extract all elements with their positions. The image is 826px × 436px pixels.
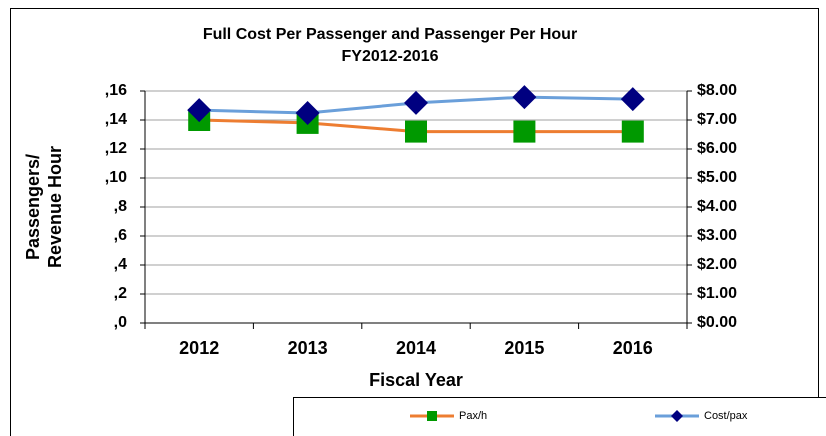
y-tick-label: ,10 — [105, 169, 127, 186]
legend-label: Cost/pax — [704, 410, 748, 422]
y-tick-label: ,14 — [105, 111, 127, 128]
y2-tick-label: $7.00 — [697, 111, 737, 128]
series-marker — [295, 101, 320, 126]
series-marker — [513, 120, 536, 143]
series-marker — [620, 87, 645, 112]
x-tick-label: 2012 — [179, 338, 219, 358]
y2-tick-label: $2.00 — [697, 256, 737, 273]
y-tick-label: ,6 — [114, 227, 127, 244]
legend-label: Pax/h — [459, 410, 487, 422]
y-axis-title-line: Revenue Hour — [45, 146, 65, 268]
chart-title: Full Cost Per Passenger and Passenger Pe… — [203, 26, 577, 43]
series-marker — [405, 120, 427, 143]
y2-tick-label: $5.00 — [697, 169, 737, 186]
y-tick-label: ,4 — [114, 256, 127, 273]
legend-marker — [671, 410, 683, 422]
y2-tick-label: $3.00 — [697, 227, 737, 244]
x-tick-label: 2014 — [396, 338, 436, 358]
x-tick-label: 2016 — [613, 338, 653, 358]
y2-tick-label: $4.00 — [697, 198, 737, 215]
y2-tick-label: $6.00 — [697, 140, 737, 157]
y-tick-label: ,16 — [105, 82, 127, 99]
y-axis-title-line: Passengers/ — [23, 154, 43, 260]
y-axis-title: Passengers/ Revenue Hour — [23, 146, 65, 268]
series-marker — [404, 90, 428, 115]
series-marker — [621, 120, 644, 143]
y-tick-label: ,2 — [114, 285, 127, 302]
y2-tick-label: $8.00 — [697, 82, 737, 99]
series-marker — [512, 85, 537, 110]
y-tick-label: ,0 — [114, 314, 127, 331]
legend-marker — [427, 411, 437, 421]
x-tick-label: 2013 — [288, 338, 328, 358]
y-tick-label: ,12 — [105, 140, 127, 157]
chart-subtitle: FY2012-2016 — [342, 48, 439, 65]
y2-tick-label: $0.00 — [697, 314, 737, 331]
legend — [293, 397, 826, 436]
x-tick-label: 2015 — [504, 338, 544, 358]
y2-tick-label: $1.00 — [697, 285, 737, 302]
x-axis-title: Fiscal Year — [369, 370, 463, 390]
y-tick-label: ,8 — [114, 198, 127, 215]
series-marker — [187, 98, 212, 123]
